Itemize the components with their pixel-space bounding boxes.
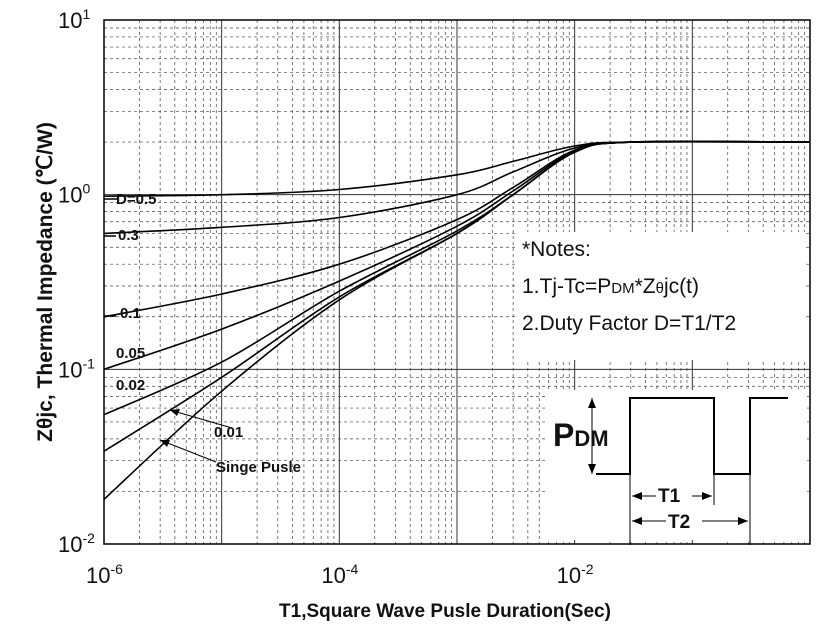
series-label-single-pulse: Singe Pusle — [216, 459, 301, 476]
note-1: 1.Tj-Tc=PDM*Zθjc(t) — [522, 275, 699, 298]
series-label-d01: 0.1 — [120, 305, 141, 322]
y-tick-label: 100 — [58, 181, 90, 208]
series-labels: D=0.5 0.3 0.1 0.05 0.02 0.01 Singe Pusle — [104, 191, 301, 476]
series-lines — [103, 140, 811, 500]
pulse-waveform — [596, 397, 788, 475]
pdm-arrow-bottom — [588, 464, 596, 474]
leader-single-arrow — [160, 440, 170, 447]
notes-background — [516, 232, 806, 360]
series-line-6 — [103, 140, 811, 500]
x-tick-label: 10-2 — [557, 561, 594, 588]
t1-label: T1 — [658, 486, 681, 507]
x-axis-title: T1,Square Wave Pusle Duration(Sec) — [279, 601, 611, 622]
t1-arrow-left — [632, 492, 642, 500]
y-tick-label: 10-1 — [58, 355, 95, 382]
pdm-label: PDM — [553, 417, 609, 453]
t2-arrow-left — [632, 517, 642, 525]
t1-label-background — [656, 484, 692, 506]
t1-arrow-right — [702, 492, 712, 500]
tick-labels: 10-6 10-4 10-2 10-2 10-1 100 101 — [58, 6, 594, 588]
series-label-d001: 0.01 — [214, 424, 243, 441]
notes-title: *Notes: — [522, 238, 591, 261]
plot-frame — [103, 19, 811, 545]
x-tick-label: 10-6 — [86, 561, 123, 588]
series-label-d03: 0.3 — [118, 227, 139, 244]
pulse-diagram: PDM T1 T2 — [545, 390, 807, 545]
y-axis-title: Zθjc, Thermal Impedance (℃/W) — [34, 122, 57, 442]
t2-label: T2 — [668, 512, 690, 533]
pdm-arrow-top — [588, 398, 596, 408]
leader-single — [159, 439, 217, 463]
leader-d001-arrow — [170, 409, 180, 416]
series-label-d05: D=0.5 — [116, 191, 156, 208]
t2-arrow-right — [738, 517, 748, 525]
x-tick-label: 10-4 — [321, 561, 358, 588]
leader-d001 — [169, 409, 233, 429]
series-label-d005: 0.05 — [116, 345, 145, 362]
y-tick-label: 101 — [58, 6, 90, 33]
note-2: 2.Duty Factor D=T1/T2 — [522, 312, 736, 335]
t2-label-background — [666, 510, 702, 532]
series-label-d002: 0.02 — [116, 377, 145, 394]
notes: *Notes: 1.Tj-Tc=PDM*Zθjc(t) 2.Duty Facto… — [516, 232, 806, 360]
y-tick-label: 10-2 — [58, 530, 95, 557]
